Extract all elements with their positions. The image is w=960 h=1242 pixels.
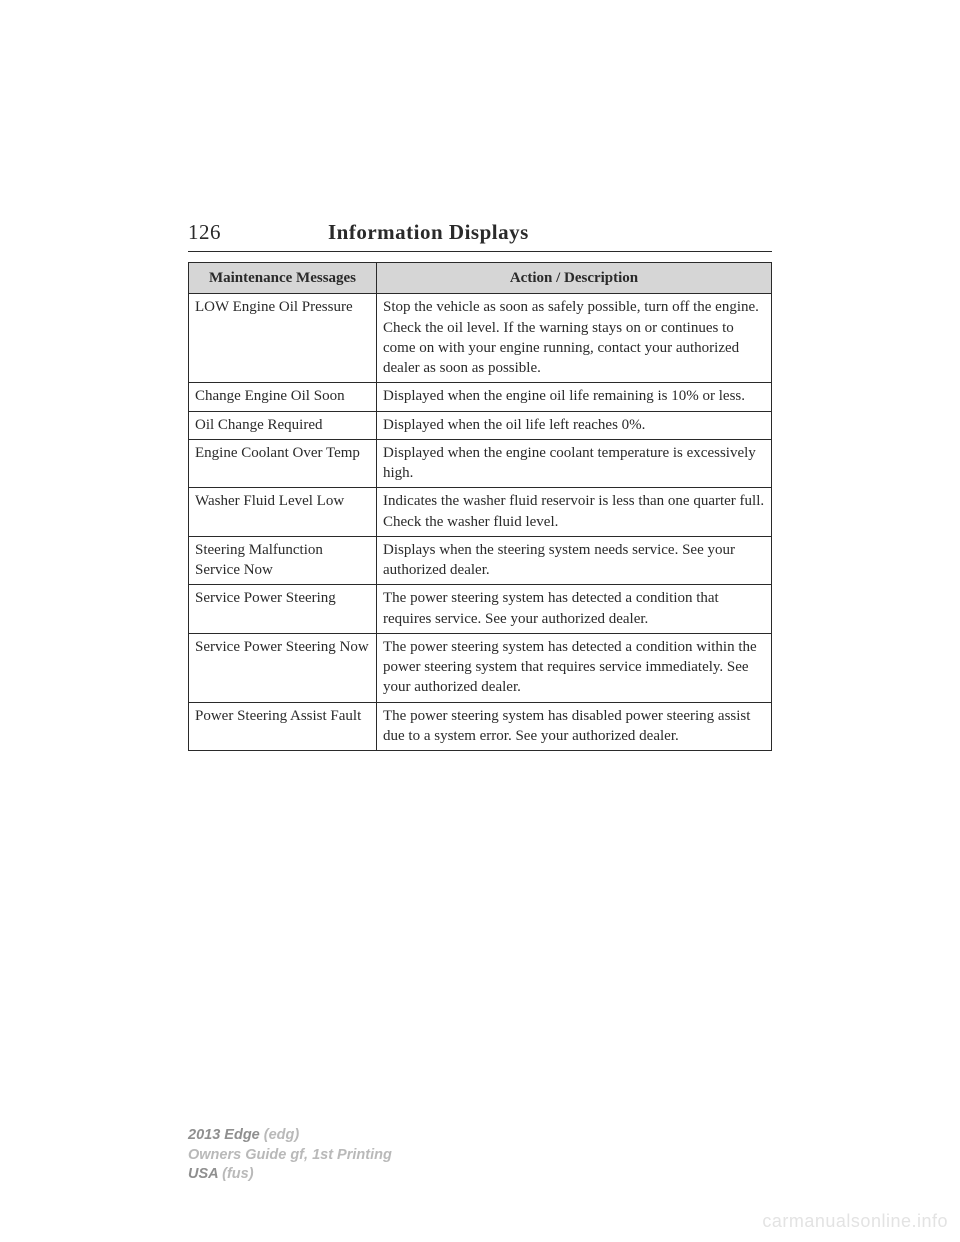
cell-description: Stop the vehicle as soon as safely possi…: [377, 294, 772, 383]
table-row: Engine Coolant Over Temp Displayed when …: [189, 439, 772, 488]
cell-message: Steering Malfunction Service Now: [189, 536, 377, 585]
page-content: 126 Information Displays Maintenance Mes…: [188, 220, 772, 751]
page-title: Information Displays: [328, 220, 772, 245]
table-row: Change Engine Oil Soon Displayed when th…: [189, 383, 772, 411]
table-row: LOW Engine Oil Pressure Stop the vehicle…: [189, 294, 772, 383]
page-header: 126 Information Displays: [188, 220, 772, 245]
cell-message: Oil Change Required: [189, 411, 377, 439]
cell-message: Service Power Steering: [189, 585, 377, 634]
cell-description: Displayed when the engine oil life remai…: [377, 383, 772, 411]
cell-message: Change Engine Oil Soon: [189, 383, 377, 411]
cell-message: Service Power Steering Now: [189, 633, 377, 702]
watermark: carmanualsonline.info: [762, 1211, 948, 1232]
footer-paren: (fus): [222, 1166, 253, 1182]
footer-line-3: USA (fus): [188, 1165, 392, 1185]
cell-message: Washer Fluid Level Low: [189, 488, 377, 537]
cell-message: LOW Engine Oil Pressure: [189, 294, 377, 383]
cell-description: The power steering system has detected a…: [377, 633, 772, 702]
cell-description: Displayed when the oil life left reaches…: [377, 411, 772, 439]
header-messages: Maintenance Messages: [189, 263, 377, 294]
cell-description: Indicates the washer fluid reservoir is …: [377, 488, 772, 537]
footer-model: 2013 Edge: [188, 1127, 260, 1143]
footer-line-1: 2013 Edge (edg): [188, 1126, 392, 1146]
table-row: Oil Change Required Displayed when the o…: [189, 411, 772, 439]
cell-description: Displayed when the engine coolant temper…: [377, 439, 772, 488]
footer-paren: (edg): [264, 1127, 299, 1143]
table-row: Steering Malfunction Service Now Display…: [189, 536, 772, 585]
table-row: Washer Fluid Level Low Indicates the was…: [189, 488, 772, 537]
table-row: Power Steering Assist Fault The power st…: [189, 702, 772, 751]
table-row: Service Power Steering The power steerin…: [189, 585, 772, 634]
page-footer: 2013 Edge (edg) Owners Guide gf, 1st Pri…: [188, 1126, 392, 1185]
header-description: Action / Description: [377, 263, 772, 294]
table-row: Service Power Steering Now The power ste…: [189, 633, 772, 702]
cell-description: The power steering system has disabled p…: [377, 702, 772, 751]
footer-line-2: Owners Guide gf, 1st Printing: [188, 1146, 392, 1166]
table-header-row: Maintenance Messages Action / Descriptio…: [189, 263, 772, 294]
footer-region: USA: [188, 1166, 218, 1182]
cell-description: The power steering system has detected a…: [377, 585, 772, 634]
cell-description: Displays when the steering system needs …: [377, 536, 772, 585]
cell-message: Power Steering Assist Fault: [189, 702, 377, 751]
maintenance-table: Maintenance Messages Action / Descriptio…: [188, 262, 772, 751]
page-number: 126: [188, 220, 328, 245]
cell-message: Engine Coolant Over Temp: [189, 439, 377, 488]
header-rule: [188, 251, 772, 252]
